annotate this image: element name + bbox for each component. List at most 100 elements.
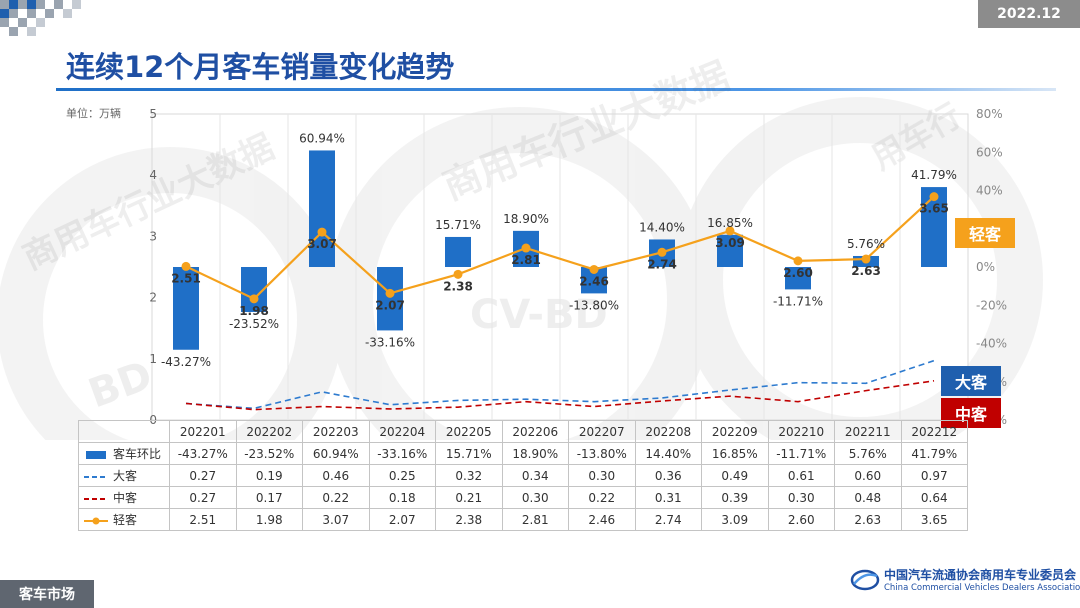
legend-label: 大客 <box>113 469 138 483</box>
table-value-cell: 15.71% <box>435 442 503 465</box>
bar-label-202212: 41.79% <box>911 168 957 182</box>
association-name-cn: 中国汽车流通协会商用车专业委员会 <box>884 568 1077 582</box>
bar-202210 <box>785 267 811 290</box>
table-legend-cell: 中客 <box>78 486 170 509</box>
table-value-cell: -43.27% <box>169 442 237 465</box>
watermark-ring-left <box>0 147 343 440</box>
legend-label: 轻客 <box>113 513 138 527</box>
legend-label: 中客 <box>113 491 138 505</box>
table-legend-cell: 轻客 <box>78 508 170 531</box>
section-label: 客车市场 <box>0 580 94 608</box>
page-title: 连续12个月客车销量变化趋势 <box>66 50 455 84</box>
table-value-cell: 0.19 <box>235 464 303 487</box>
y-left-tick-label: 1 <box>149 352 157 366</box>
bar-label-202205: 15.71% <box>435 218 481 232</box>
legend-label: 客车环比 <box>113 447 162 461</box>
table-value-cell: 0.48 <box>834 486 902 509</box>
table-value-cell: 0.36 <box>634 464 702 487</box>
table-header-cell: 202211 <box>834 420 902 443</box>
table-value-cell: 0.27 <box>169 464 237 487</box>
y-left-tick-label: 2 <box>149 291 157 305</box>
table-value-cell: 0.18 <box>368 486 436 509</box>
y-right-tick-label: 0% <box>976 260 995 274</box>
table-value-cell: 16.85% <box>701 442 769 465</box>
line-label-202212: 3.65 <box>919 202 949 216</box>
table-value-cell: -33.16% <box>368 442 436 465</box>
table-value-cell: 0.22 <box>302 486 370 509</box>
line-label-202202: 1.98 <box>239 304 269 318</box>
watermark <box>0 97 1043 440</box>
line-label-202209: 3.09 <box>715 236 745 250</box>
y-right-tick-label: -20% <box>976 298 1007 312</box>
bar-label-202201: -43.27% <box>161 355 211 369</box>
line-label-202204: 2.07 <box>375 298 405 312</box>
series-line-轻客 <box>185 195 935 301</box>
table-value-cell: 0.97 <box>900 464 968 487</box>
table-value-cell: 0.30 <box>767 486 835 509</box>
point-轻客-202206 <box>521 243 531 253</box>
legend-tag-medium-bus: 中客 <box>941 398 1001 428</box>
table-value-cell: 5.76% <box>834 442 902 465</box>
y-right-tick-label: 60% <box>976 145 1003 159</box>
bar-label-202203: 60.94% <box>299 131 345 145</box>
table-legend-cell: 大客 <box>78 464 170 487</box>
point-轻客-202208 <box>657 247 667 257</box>
y-right-tick-label: 40% <box>976 184 1003 198</box>
table-value-cell: 0.46 <box>302 464 370 487</box>
table-value-cell: 0.60 <box>834 464 902 487</box>
bar-label-202210: -11.71% <box>773 294 823 308</box>
table-header-cell: 202205 <box>435 420 503 443</box>
bar-label-202204: -33.16% <box>365 335 415 349</box>
table-header-cell: 202209 <box>701 420 769 443</box>
point-轻客-202202 <box>249 294 259 304</box>
legend-swatch <box>86 450 106 459</box>
table-value-cell: 0.30 <box>501 486 569 509</box>
table-value-cell: 0.17 <box>235 486 303 509</box>
table-value-cell: 3.07 <box>302 508 370 531</box>
checker-pattern-decoration <box>0 0 81 36</box>
table-value-cell: 0.22 <box>568 486 636 509</box>
y-left-tick-label: 4 <box>149 168 157 182</box>
y-left-tick-label: 3 <box>149 229 157 243</box>
association-logo: 中国汽车流通协会商用车专业委员会 China Commercial Vehicl… <box>850 566 1080 593</box>
table-header-cell: 202208 <box>634 420 702 443</box>
point-轻客-202209 <box>725 226 735 236</box>
association-name-en: China Commercial Vehicles Dealers Associ… <box>884 583 1080 593</box>
table-value-cell: 18.90% <box>501 442 569 465</box>
table-value-cell: 0.32 <box>435 464 503 487</box>
legend-symbol-轻客 <box>84 517 108 524</box>
table-value-cell: 2.63 <box>834 508 902 531</box>
bar-label-202208: 14.40% <box>639 220 685 234</box>
line-label-202203: 3.07 <box>307 237 337 251</box>
table-value-cell: 0.31 <box>634 486 702 509</box>
bar-label-202202: -23.52% <box>229 317 279 331</box>
table-value-cell: 0.61 <box>767 464 835 487</box>
y-left-tick-label: 5 <box>149 107 157 121</box>
table-header-cell: 202204 <box>368 420 436 443</box>
table-header-cell: 202202 <box>235 420 303 443</box>
association-emblem-icon <box>850 569 880 590</box>
watermark-text-center: CV-BD <box>470 292 608 338</box>
line-label-202207: 2.46 <box>579 274 609 288</box>
table-value-cell: 2.07 <box>368 508 436 531</box>
watermark-ring-right <box>677 97 1043 440</box>
table-value-cell: 60.94% <box>302 442 370 465</box>
point-轻客-202204 <box>385 288 395 298</box>
table-value-cell: 14.40% <box>634 442 702 465</box>
table-value-cell: 0.49 <box>701 464 769 487</box>
date-badge: 2022.12 <box>978 0 1080 28</box>
table-header-cell: 202210 <box>767 420 835 443</box>
table-value-cell: 0.39 <box>701 486 769 509</box>
y-right-tick-label: 80% <box>976 107 1003 121</box>
line-label-202201: 2.51 <box>171 271 201 285</box>
bar-label-202206: 18.90% <box>503 212 549 226</box>
data-table: 202201 202202 202203 202204 202205 202206 2022… <box>78 420 968 531</box>
point-轻客-202212 <box>929 192 939 202</box>
line-label-202208: 2.74 <box>647 257 677 271</box>
table-value-cell: 2.38 <box>435 508 503 531</box>
line-label-202206: 2.81 <box>511 253 541 267</box>
watermark-text-side: BD <box>83 352 159 417</box>
legend-symbol-中客 <box>84 497 108 500</box>
table-value-cell: 2.74 <box>634 508 702 531</box>
